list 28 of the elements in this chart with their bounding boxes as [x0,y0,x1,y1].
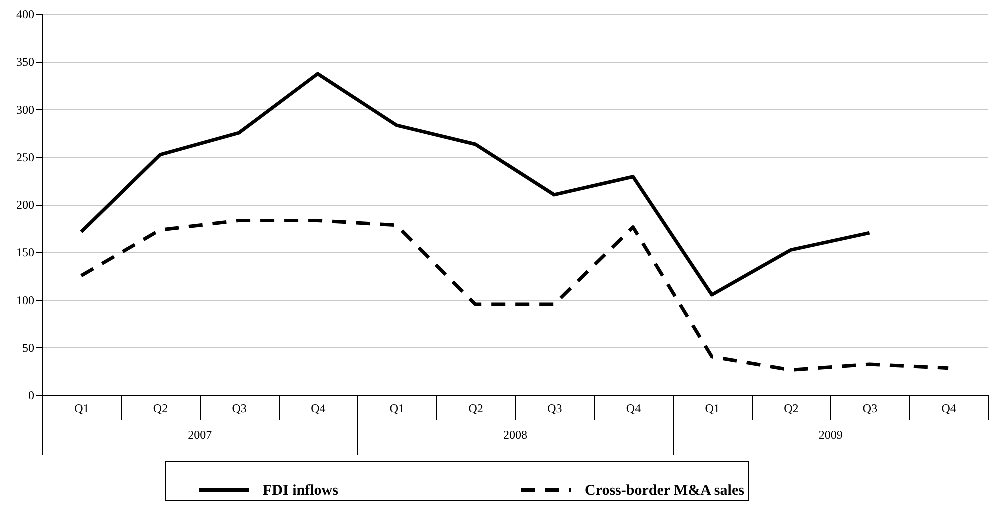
y-tick-label: 200 [16,198,34,212]
legend-label: FDI inflows [263,483,339,499]
x-tick-label: Q4 [311,402,326,416]
text: 2007 [188,428,212,442]
x-tick-label: Q3 [232,402,247,416]
x-tick-label: Q1 [705,402,720,416]
line-series [80,72,872,297]
text: 2008 [503,428,528,442]
y-tick-label: 50 [22,340,34,355]
x-tick-label: Q3 [862,402,878,416]
y-tick-label: 350 [16,55,34,70]
y-tick-label: 150 [16,246,34,260]
y-tick-label: 0 [28,388,34,402]
y-tick-label: 300 [16,102,34,117]
y-tick-label: 400 [16,8,34,22]
line-series [80,218,950,372]
x-tick-label: Q1 [390,402,405,416]
x-tick-label: Q2 [784,402,799,416]
y-tick-label: 250 [16,150,34,164]
legend-label: Cross-border M&A sales [585,483,745,499]
x-tick-label: Q2 [468,402,484,416]
x-tick-label: Q1 [74,402,90,416]
x-tick-label: Q3 [548,402,562,416]
x-tick-label: Q2 [153,402,168,416]
text: 2009 [818,428,843,442]
x-tick-label: Q4 [626,402,642,416]
x-tick-label: Q4 [942,402,956,416]
y-tick-label: 100 [16,293,34,308]
